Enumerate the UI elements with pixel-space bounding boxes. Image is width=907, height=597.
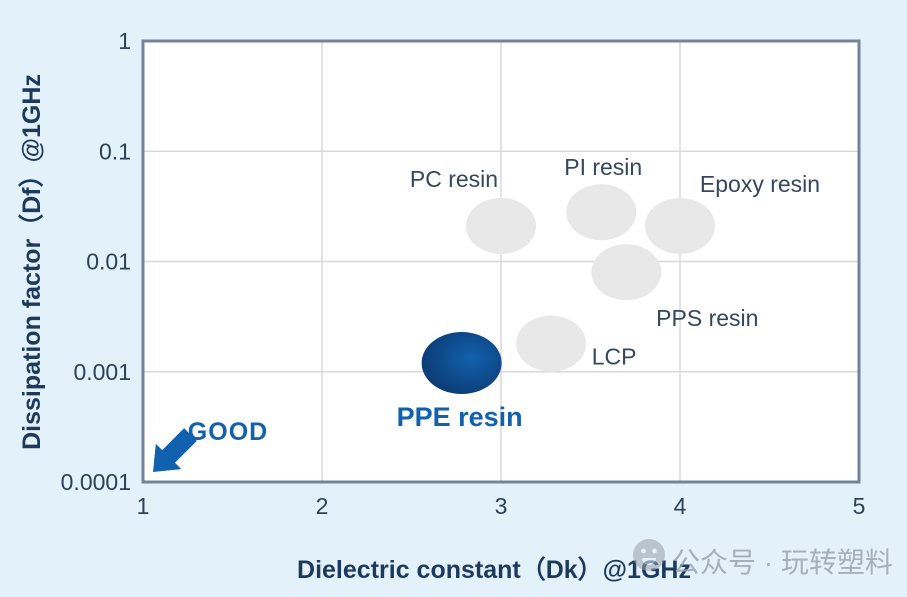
plot-border bbox=[141, 39, 861, 484]
watermark: 公众号 · 玩转塑料 bbox=[633, 539, 893, 578]
data-point-label: PI resin bbox=[564, 154, 642, 180]
data-point-ellipse bbox=[591, 244, 662, 301]
x-tick-label: 2 bbox=[316, 493, 329, 519]
data-point-ellipse bbox=[566, 184, 637, 241]
data-point-ellipse bbox=[645, 197, 715, 254]
y-tick-label: 0.1 bbox=[99, 138, 131, 164]
data-point-label: PPE resin bbox=[397, 402, 523, 432]
data-point-ellipse bbox=[516, 315, 587, 372]
data-point-ellipse bbox=[466, 197, 536, 254]
data-point-ellipse bbox=[421, 332, 502, 395]
data-point-label: Epoxy resin bbox=[700, 171, 820, 197]
good-label: GOOD bbox=[188, 418, 268, 446]
x-tick-label: 5 bbox=[853, 493, 866, 519]
data-point-label: PC resin bbox=[410, 166, 498, 192]
x-axis-title: Dielectric constant（Dk）@1GHz bbox=[297, 555, 691, 584]
x-tick-label: 3 bbox=[495, 493, 508, 519]
data-point-label: PPS resin bbox=[656, 305, 758, 331]
y-tick-label: 1 bbox=[118, 28, 131, 54]
good-arrow-icon bbox=[153, 428, 197, 472]
y-tick-label: 0.0001 bbox=[61, 469, 131, 495]
y-tick-label: 0.001 bbox=[73, 359, 131, 385]
x-tick-label: 1 bbox=[137, 493, 150, 519]
y-axis-title: Dissipation factor（Df）@1GHz bbox=[17, 74, 46, 450]
x-tick-label: 4 bbox=[674, 493, 687, 519]
y-tick-label: 0.01 bbox=[86, 249, 131, 275]
data-point-label: LCP bbox=[592, 344, 637, 370]
good-annotation: GOOD bbox=[153, 418, 268, 472]
chart-plot-layer: 1 2 3 4 5 1 0.1 0.01 0.001 0.0001 PC resin PI resin… bbox=[61, 28, 866, 519]
wechat-official-account-icon bbox=[633, 539, 665, 571]
watermark-text: 公众号 · 玩转塑料 bbox=[672, 547, 893, 578]
